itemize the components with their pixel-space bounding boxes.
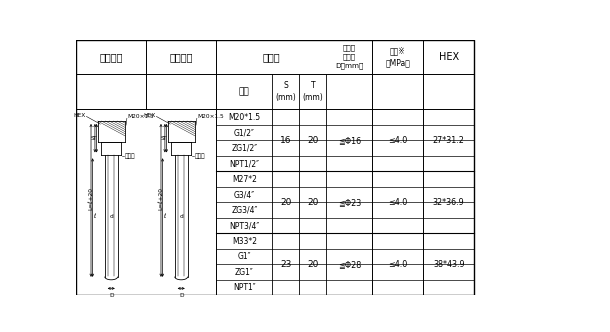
Text: 外螺纹: 外螺纹 — [125, 153, 135, 159]
Text: HEX: HEX — [74, 113, 86, 118]
Text: ≤4.0: ≤4.0 — [388, 198, 407, 207]
Text: 普通螺纹: 普通螺纹 — [99, 52, 123, 62]
Text: ≤4.0: ≤4.0 — [388, 260, 407, 269]
Text: M20×1.5: M20×1.5 — [198, 114, 224, 119]
Text: M33*2: M33*2 — [232, 237, 257, 246]
Text: 压力※
（MPa）: 压力※ （MPa） — [386, 46, 410, 67]
Text: T: T — [162, 136, 166, 141]
Text: 适保护
管外径
D（mm）: 适保护 管外径 D（mm） — [335, 45, 364, 69]
Text: 16: 16 — [280, 136, 292, 145]
Text: M27*2: M27*2 — [232, 175, 257, 184]
Text: ZG1/2″: ZG1/2″ — [231, 144, 257, 153]
Text: ℓ: ℓ — [93, 213, 96, 218]
Text: L=ℓ+20: L=ℓ+20 — [159, 187, 163, 210]
Text: 外螺纹: 外螺纹 — [262, 52, 280, 62]
Text: ZG3/4″: ZG3/4″ — [231, 206, 257, 215]
Text: G1″: G1″ — [237, 252, 251, 261]
Text: S
(mm): S (mm) — [276, 81, 296, 102]
Text: 锥管螺纹: 锥管螺纹 — [170, 52, 193, 62]
Text: 20: 20 — [280, 198, 292, 207]
Text: NPT1/2″: NPT1/2″ — [229, 159, 259, 168]
Text: M20×1.5: M20×1.5 — [127, 114, 154, 119]
Text: S: S — [90, 136, 95, 141]
Text: M20*1.5: M20*1.5 — [228, 113, 260, 122]
Text: 32*36.9: 32*36.9 — [433, 198, 465, 207]
Text: 20: 20 — [307, 136, 318, 145]
Text: 20: 20 — [307, 198, 318, 207]
Text: HEX: HEX — [143, 113, 156, 118]
Text: NPT1″: NPT1″ — [233, 283, 256, 292]
Text: 38*43.9: 38*43.9 — [433, 260, 465, 269]
Text: ≦Φ16: ≦Φ16 — [338, 136, 361, 145]
Text: D: D — [109, 293, 113, 298]
Text: G3/4″: G3/4″ — [234, 190, 255, 199]
Text: d: d — [109, 213, 113, 218]
Text: NPT3/4″: NPT3/4″ — [229, 221, 259, 230]
Text: D: D — [179, 293, 184, 298]
Text: 23: 23 — [280, 260, 292, 269]
Text: ≦Φ23: ≦Φ23 — [338, 198, 361, 207]
Text: HEX: HEX — [439, 52, 459, 62]
Text: 外螺纹: 外螺纹 — [195, 153, 206, 159]
Text: T
(mm): T (mm) — [303, 81, 323, 102]
Text: d: d — [179, 213, 183, 218]
Text: 27*31.2: 27*31.2 — [433, 136, 465, 145]
Text: T: T — [92, 136, 96, 141]
Text: ℓ: ℓ — [163, 213, 165, 218]
Text: 螺纹: 螺纹 — [239, 87, 249, 96]
Text: L=ℓ+20: L=ℓ+20 — [88, 187, 93, 210]
Text: ≤4.0: ≤4.0 — [388, 136, 407, 145]
Text: G1/2″: G1/2″ — [234, 128, 255, 137]
Text: ZG1″: ZG1″ — [235, 268, 254, 277]
Text: S: S — [160, 136, 164, 141]
Text: 20: 20 — [307, 260, 318, 269]
Text: ≦Φ28: ≦Φ28 — [338, 260, 361, 269]
